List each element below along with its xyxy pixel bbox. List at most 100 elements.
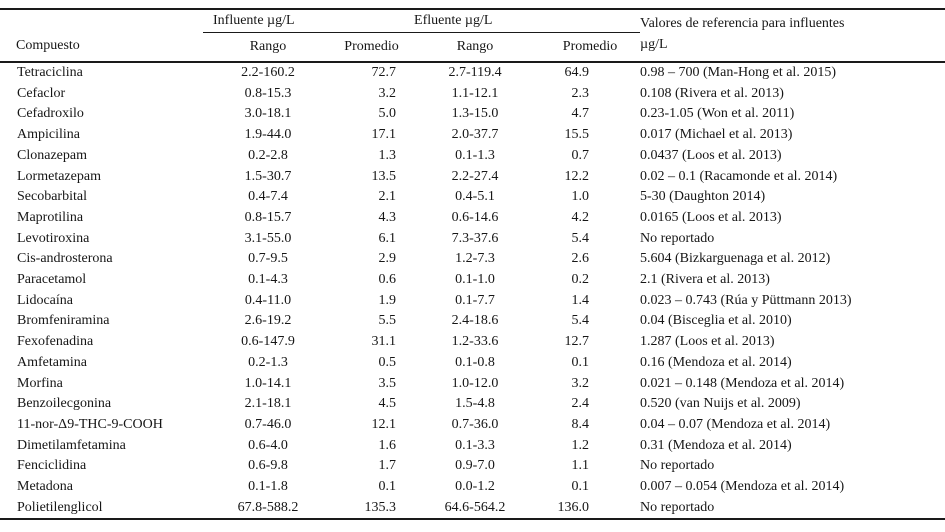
effluent-range: 1.2-33.6 <box>451 334 499 350</box>
effluent-range: 0.1-3.3 <box>455 437 495 453</box>
influent-range: 0.1-4.3 <box>248 272 288 288</box>
reference-value: 0.04 – 0.07 (Mendoza et al. 2014) <box>640 416 831 432</box>
influent-average: 6.1 <box>378 230 397 246</box>
influent-average: 0.5 <box>378 354 397 370</box>
influent-range: 0.6-9.8 <box>248 458 288 474</box>
influent-range: 2.6-19.2 <box>244 313 292 329</box>
influent-average: 3.5 <box>378 375 397 391</box>
effluent-range: 0.9-7.0 <box>455 458 495 474</box>
influent-average: 31.1 <box>371 334 397 350</box>
influent-average: 12.1 <box>371 416 397 432</box>
reference-value: 0.021 – 0.148 (Mendoza et al. 2014) <box>640 375 845 391</box>
effluent-range: 2.2-27.4 <box>451 168 499 184</box>
influent-range: 3.1-55.0 <box>244 230 292 246</box>
effluent-range: 2.0-37.7 <box>451 127 499 143</box>
effluent-average: 2.3 <box>571 85 590 101</box>
influent-average: 135.3 <box>364 499 397 515</box>
compound-concentration-table: Compuesto Influente µg/L Efluente µg/L V… <box>0 8 945 521</box>
effluent-average: 4.7 <box>571 106 590 122</box>
column-header-referencia: Valores de referencia para influentes µg… <box>640 9 945 62</box>
influent-average: 1.3 <box>378 147 397 163</box>
effluent-range: 7.3-37.6 <box>451 230 499 246</box>
reference-value: No reportado <box>640 230 715 246</box>
influent-range: 2.1-18.1 <box>244 396 292 412</box>
effluent-average: 0.2 <box>571 272 590 288</box>
effluent-range: 0.4-5.1 <box>455 189 495 205</box>
effluent-range: 0.0-1.2 <box>455 479 495 495</box>
column-group-influente: Influente µg/L <box>203 9 411 33</box>
table-row: Tetraciclina 2.2-160.2 72.7 2.7-119.4 64… <box>0 62 945 84</box>
table-row: Morfina 1.0-14.1 3.5 1.0-12.0 3.2 0.021 … <box>0 374 945 395</box>
table-row: Bromfeniramina 2.6-19.2 5.5 2.4-18.6 5.4… <box>0 311 945 332</box>
table-row: Dimetilamfetamina 0.6-4.0 1.6 0.1-3.3 1.… <box>0 436 945 457</box>
reference-value: 0.0165 (Loos et al. 2013) <box>640 209 782 225</box>
effluent-range: 0.1-7.7 <box>455 292 495 308</box>
reference-value: No reportado <box>640 499 715 515</box>
influent-average: 4.5 <box>378 396 397 412</box>
table-row: 11-nor-Δ9-THC-9-COOH 0.7-46.0 12.1 0.7-3… <box>0 415 945 436</box>
influent-average: 5.0 <box>378 106 397 122</box>
table-row: Cefadroxilo 3.0-18.1 5.0 1.3-15.0 4.7 0.… <box>0 104 945 125</box>
influent-average: 17.1 <box>371 127 397 143</box>
influent-range: 0.6-4.0 <box>248 437 288 453</box>
effluent-average: 1.0 <box>571 189 590 205</box>
influent-range: 2.2-160.2 <box>241 65 295 80</box>
influent-average: 2.1 <box>378 189 397 205</box>
influent-range: 0.4-11.0 <box>244 292 292 308</box>
influent-average: 1.9 <box>378 292 397 308</box>
reference-value: 2.1 (Rivera et al. 2013) <box>640 272 770 288</box>
effluent-average: 12.2 <box>564 168 590 184</box>
effluent-average: 15.5 <box>564 127 590 143</box>
table-header: Compuesto Influente µg/L Efluente µg/L V… <box>0 9 945 62</box>
influent-average: 1.6 <box>378 437 397 453</box>
table-row: Lormetazepam 1.5-30.7 13.5 2.2-27.4 12.2… <box>0 167 945 188</box>
influent-range: 0.7-46.0 <box>244 416 292 432</box>
reference-value: No reportado <box>640 458 715 474</box>
effluent-average: 1.2 <box>571 437 590 453</box>
table-row: Levotiroxina 3.1-55.0 6.1 7.3-37.6 5.4 N… <box>0 229 945 250</box>
influent-average: 4.3 <box>378 209 397 225</box>
table-row: Metadona 0.1-1.8 0.1 0.0-1.2 0.1 0.007 –… <box>0 477 945 498</box>
table-row: Polietilenglicol 67.8-588.2 135.3 64.6-5… <box>0 498 945 520</box>
compound-name: Fexofenadina <box>17 334 94 350</box>
reference-value: 0.017 (Michael et al. 2013) <box>640 127 793 143</box>
influent-range: 67.8-588.2 <box>237 499 299 515</box>
effluent-average: 136.0 <box>557 499 590 515</box>
effluent-average: 5.4 <box>571 230 590 246</box>
compound-name: Paracetamol <box>17 272 87 288</box>
column-header-efluente-promedio: Promedio <box>562 39 618 54</box>
compound-name: Amfetamina <box>17 354 87 370</box>
effluent-range: 2.4-18.6 <box>451 313 499 329</box>
compound-name: Cis-androsterona <box>17 251 113 267</box>
effluent-range: 1.1-12.1 <box>451 85 499 101</box>
table-row: Amfetamina 0.2-1.3 0.5 0.1-0.8 0.1 0.16 … <box>0 353 945 374</box>
table-row: Benzoilecgonina 2.1-18.1 4.5 1.5-4.8 2.4… <box>0 394 945 415</box>
effluent-average: 12.7 <box>564 334 590 350</box>
effluent-average: 4.2 <box>571 209 590 225</box>
compound-name: 11-nor-Δ9-THC-9-COOH <box>17 416 163 432</box>
effluent-average: 0.1 <box>571 354 590 370</box>
reference-value: 0.23-1.05 (Won et al. 2011) <box>640 106 795 122</box>
table-row: Secobarbital 0.4-7.4 2.1 0.4-5.1 1.0 5-3… <box>0 187 945 208</box>
influent-average: 1.7 <box>378 458 397 474</box>
column-header-influente-rango: Rango <box>249 39 287 54</box>
reference-value: 0.520 (van Nuijs et al. 2009) <box>640 396 801 412</box>
compound-name: Secobarbital <box>17 189 87 205</box>
influent-average: 3.2 <box>378 85 397 101</box>
influent-range: 0.8-15.3 <box>244 85 292 101</box>
reference-value: 0.023 – 0.743 (Rúa y Püttmann 2013) <box>640 292 852 308</box>
influent-range: 1.9-44.0 <box>244 127 292 143</box>
reference-value: 0.02 – 0.1 (Racamonde et al. 2014) <box>640 168 838 184</box>
effluent-range: 0.6-14.6 <box>451 209 499 225</box>
influent-average: 0.1 <box>378 479 397 495</box>
effluent-average: 1.1 <box>571 458 590 474</box>
effluent-average: 0.7 <box>571 147 590 163</box>
compound-name: Lidocaína <box>17 292 73 308</box>
reference-value: 0.007 – 0.054 (Mendoza et al. 2014) <box>640 479 845 495</box>
effluent-range: 0.1-1.3 <box>455 147 495 163</box>
effluent-average: 2.4 <box>571 396 590 412</box>
reference-value: 5.604 (Bizkarguenaga et al. 2012) <box>640 251 831 267</box>
effluent-average: 64.9 <box>564 65 590 80</box>
influent-range: 0.6-147.9 <box>241 334 295 350</box>
